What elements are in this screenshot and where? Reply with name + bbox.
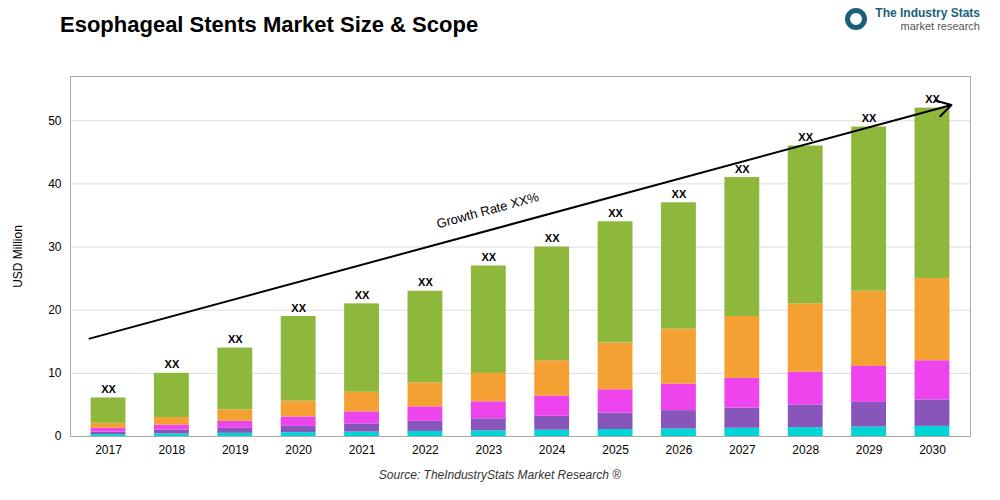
svg-text:2022: 2022	[412, 443, 439, 457]
svg-text:XX: XX	[862, 112, 877, 124]
svg-text:30: 30	[48, 240, 62, 254]
svg-text:XX: XX	[418, 276, 433, 288]
html-text:The Industry Stats: The Industry Stats	[875, 6, 980, 20]
svg-text:XX: XX	[608, 207, 623, 219]
html-text:Source: TheIndustryStats Marke: Source: TheIndustryStats Market Research…	[378, 468, 622, 482]
svg-text:2025: 2025	[602, 443, 629, 457]
svg-text:0: 0	[55, 429, 62, 443]
svg-text:2029: 2029	[856, 443, 883, 457]
svg-text:USD Million: USD Million	[11, 225, 25, 288]
svg-text:2019: 2019	[222, 443, 249, 457]
svg-text:2023: 2023	[475, 443, 502, 457]
svg-text:XX: XX	[165, 358, 180, 370]
svg-text:XX: XX	[798, 131, 813, 143]
html-text:market research: market research	[900, 20, 980, 32]
svg-text:10: 10	[48, 366, 62, 380]
svg-text:XX: XX	[101, 383, 116, 395]
svg-text:50: 50	[48, 114, 62, 128]
svg-text:XX: XX	[481, 251, 496, 263]
svg-text:XX: XX	[355, 289, 370, 301]
svg-text:XX: XX	[545, 232, 560, 244]
svg-text:2021: 2021	[349, 443, 376, 457]
svg-text:2028: 2028	[792, 443, 819, 457]
svg-text:XX: XX	[925, 93, 940, 105]
svg-text:XX: XX	[672, 188, 687, 200]
svg-text:XX: XX	[735, 163, 750, 175]
svg-text:2027: 2027	[729, 443, 756, 457]
svg-text:40: 40	[48, 177, 62, 191]
svg-text:20: 20	[48, 303, 62, 317]
svg-text:XX: XX	[291, 302, 306, 314]
svg-text:XX: XX	[228, 333, 243, 345]
svg-text:2024: 2024	[539, 443, 566, 457]
svg-text:2017: 2017	[95, 443, 122, 457]
svg-text:2018: 2018	[159, 443, 186, 457]
svg-text:Growth Rate XX%: Growth Rate XX%	[435, 189, 541, 231]
svg-text:2030: 2030	[919, 443, 946, 457]
svg-text:2026: 2026	[666, 443, 693, 457]
svg-text:2020: 2020	[285, 443, 312, 457]
html-text:Esophageal Stents Market Size: Esophageal Stents Market Size & Scope	[60, 12, 479, 37]
